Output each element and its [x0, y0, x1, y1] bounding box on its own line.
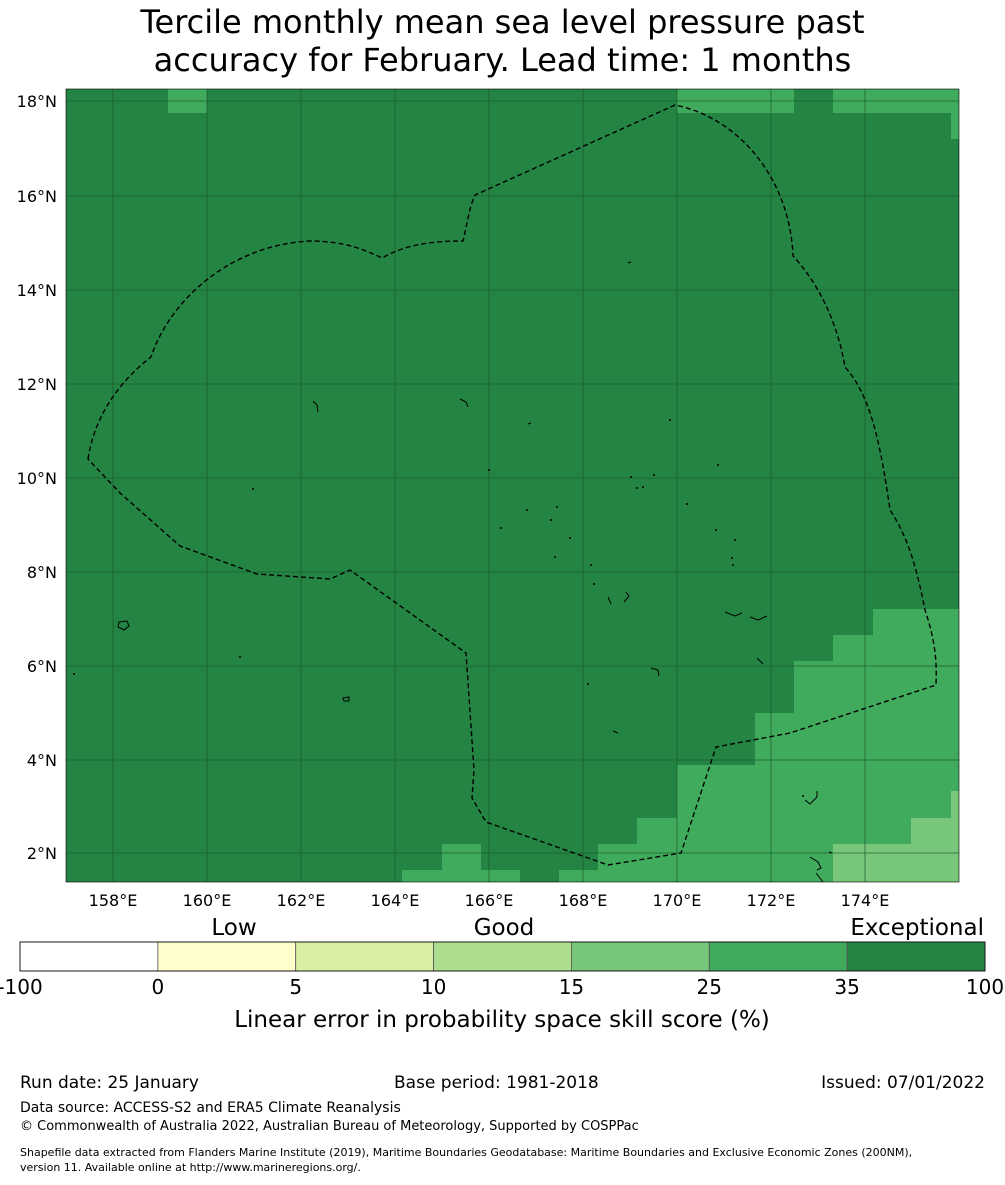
colorbar-tick-label: 15: [559, 975, 584, 999]
lat-tick-4: 4°N: [27, 751, 57, 770]
data-source: Data source: ACCESS-S2 and ERA5 Climate …: [20, 1100, 401, 1116]
island-dots: [73, 419, 804, 797]
lon-tick-labels: 158°E 160°E 162°E 164°E 166°E 168°E 170°…: [89, 891, 890, 910]
chart-title-line-2: accuracy for February. Lead time: 1 mont…: [153, 41, 852, 79]
lon-tick-170: 170°E: [653, 891, 702, 910]
lat-tick-10: 10°N: [17, 469, 57, 488]
colorbar-tick-label: 5: [289, 975, 302, 999]
lon-tick-174: 174°E: [841, 891, 890, 910]
lon-tick-166: 166°E: [465, 891, 514, 910]
colorbar-segment: [846, 941, 986, 972]
shapefile-credit-line-1: Shapefile data extracted from Flanders M…: [20, 1146, 913, 1159]
lat-tick-18: 18°N: [17, 92, 57, 111]
skill-map: 18°N 16°N 14°N 12°N 10°N 8°N 6°N 4°N 2°N…: [17, 88, 960, 910]
colorbar-tick-label: 0: [151, 975, 164, 999]
colorbar-segments: [19, 941, 986, 972]
map-frame: [65, 88, 960, 883]
lat-tick-6: 6°N: [27, 657, 57, 676]
lat-tick-8: 8°N: [27, 563, 57, 582]
gridlines: [66, 89, 959, 882]
colorbar-tick-label: 100: [966, 975, 1004, 999]
lon-tick-162: 162°E: [277, 891, 326, 910]
legend-category-low: Low: [211, 915, 256, 941]
lat-tick-14: 14°N: [17, 281, 57, 300]
colorbar-label: Linear error in probability space skill …: [234, 1007, 770, 1033]
colorbar-segment: [571, 941, 710, 972]
lon-tick-168: 168°E: [559, 891, 608, 910]
issued-date: Issued: 07/01/2022: [821, 1073, 985, 1093]
colorbar-segment: [295, 941, 434, 972]
colorbar-tick-label: -100: [0, 975, 43, 999]
lon-tick-164: 164°E: [371, 891, 420, 910]
chart-title-line-1: Tercile monthly mean sea level pressure …: [140, 3, 865, 41]
eez-boundary: [87, 104, 937, 866]
lat-tick-labels: 18°N 16°N 14°N 12°N 10°N 8°N 6°N 4°N 2°N: [17, 92, 57, 863]
legend-category-good: Good: [474, 915, 535, 941]
copyright: © Commonwealth of Australia 2022, Austra…: [20, 1119, 639, 1134]
lat-tick-2: 2°N: [27, 844, 57, 863]
colorbar: Low Good Exceptional -100 0 5 10 15 25 35 100 L…: [0, 915, 1004, 1033]
colorbar-segment: [433, 941, 572, 972]
legend-category-exceptional: Exceptional: [850, 915, 984, 941]
lon-tick-160: 160°E: [183, 891, 232, 910]
colorbar-tick-label: 35: [834, 975, 859, 999]
colorbar-tick-labels: -100 0 5 10 15 25 35 100: [0, 975, 1004, 999]
shapefile-credit-line-2: version 11. Available online at http://w…: [20, 1161, 361, 1174]
lat-tick-12: 12°N: [17, 375, 57, 394]
islands: [117, 261, 833, 883]
base-period: Base period: 1981-2018: [394, 1073, 599, 1093]
colorbar-frame: [19, 941, 986, 972]
colorbar-segment: [19, 941, 159, 972]
run-date: Run date: 25 January: [20, 1073, 199, 1093]
skill-patches: [168, 89, 959, 882]
colorbar-tick-label: 10: [421, 975, 446, 999]
colorbar-segment: [708, 941, 848, 972]
lat-tick-16: 16°N: [17, 187, 57, 206]
lon-tick-158: 158°E: [89, 891, 138, 910]
colorbar-segment: [157, 941, 297, 972]
colorbar-tick-label: 25: [697, 975, 722, 999]
skill-patches-light: [833, 791, 959, 882]
lon-tick-172: 172°E: [747, 891, 796, 910]
